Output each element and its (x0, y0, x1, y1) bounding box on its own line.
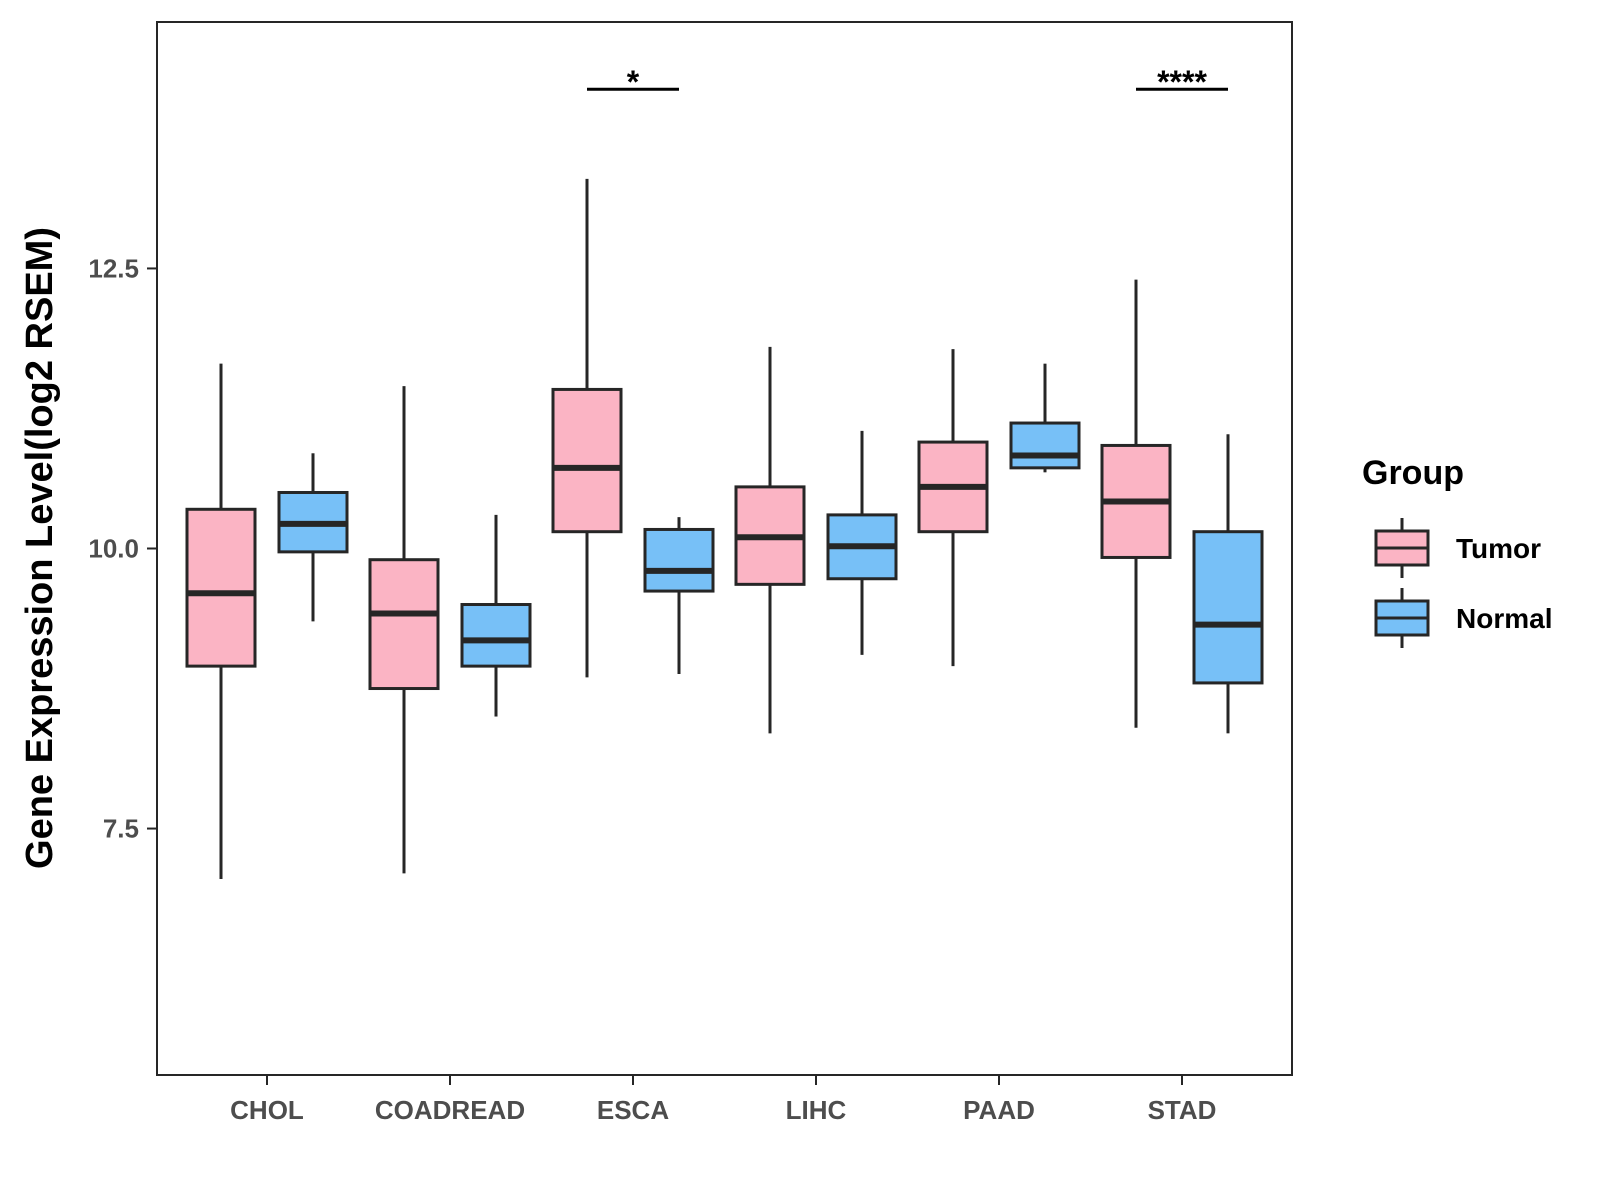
box-iqr (551, 387, 623, 534)
legend-key-tumor (1374, 518, 1430, 578)
box-normal-paad (1009, 363, 1081, 473)
significance-annotations: * **** (587, 64, 1228, 100)
y-axis-title: Gene Expression Level(log2 RSEM) (19, 227, 61, 869)
x-tick-label: COADREAD (375, 1095, 525, 1125)
y-tick-label: 7.5 (103, 814, 139, 844)
y-axis: 7.5 10.0 12.5 (88, 253, 157, 844)
x-tick-label: LIHC (786, 1095, 847, 1125)
x-tick-label: PAAD (963, 1095, 1035, 1125)
box-normal-esca (643, 517, 715, 674)
box-iqr (368, 558, 440, 691)
box-iqr (1009, 421, 1081, 470)
legend-label-tumor: Tumor (1456, 533, 1541, 564)
box-normal-coadread (460, 514, 532, 717)
box-tumor-paad (917, 349, 989, 667)
legend-key-normal (1374, 588, 1430, 648)
significance-label: * (627, 64, 640, 100)
x-tick-label: STAD (1148, 1095, 1217, 1125)
x-tick-label: CHOL (230, 1095, 304, 1125)
box-tumor-esca (551, 178, 623, 678)
box-iqr (185, 507, 257, 668)
box-normal-stad (1192, 434, 1264, 734)
y-tick-label: 10.0 (88, 534, 139, 564)
x-tick-label: ESCA (597, 1095, 669, 1125)
x-axis: CHOL COADREAD ESCA LIHC PAAD STAD (230, 1075, 1216, 1125)
box-iqr (1192, 530, 1264, 685)
box-normal-lihc (826, 430, 898, 655)
y-tick-label: 12.5 (88, 253, 139, 283)
box-normal-chol (277, 453, 349, 622)
box-group (185, 178, 1264, 879)
box-tumor-stad (1100, 279, 1172, 728)
legend: Group Tumor Normal (1362, 454, 1552, 648)
box-tumor-lihc (734, 346, 806, 734)
legend-label-normal: Normal (1456, 603, 1552, 634)
box-iqr (643, 527, 715, 593)
box-tumor-chol (185, 363, 257, 879)
box-iqr (460, 603, 532, 668)
significance-label: **** (1157, 64, 1207, 100)
legend-title: Group (1362, 454, 1464, 492)
box-tumor-coadread (368, 386, 440, 874)
